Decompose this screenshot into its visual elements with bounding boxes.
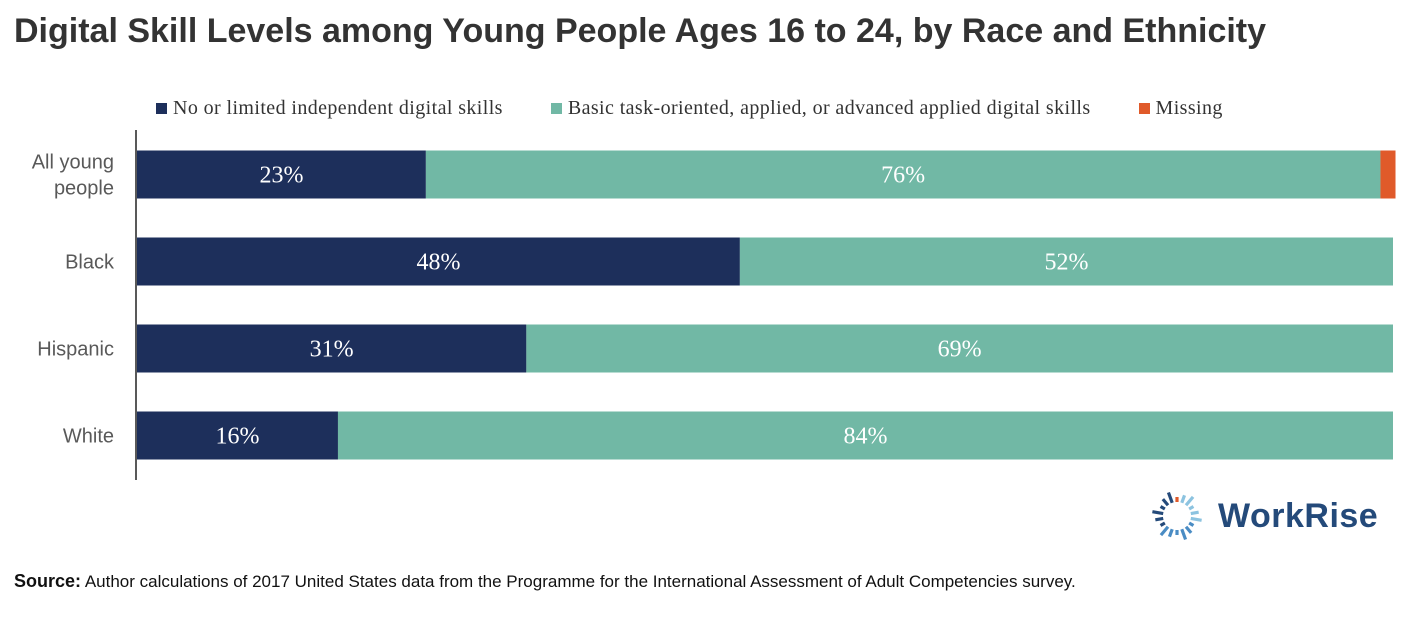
logo-ray (1184, 495, 1195, 507)
bar-segment (137, 411, 338, 460)
logo-ray (1167, 528, 1174, 538)
logo-ray (1190, 516, 1202, 522)
legend-label-missing: Missing (1155, 96, 1223, 119)
logo-ray (1188, 505, 1195, 511)
bar-segment (739, 237, 1393, 286)
logo-ray (1180, 494, 1187, 504)
bar-data-label: 23% (259, 163, 303, 189)
bar-data-label: 52% (1044, 250, 1088, 276)
category-label: Hispanic (37, 339, 114, 361)
legend-item-missing: Missing (1138, 96, 1223, 120)
logo-ray (1188, 521, 1195, 527)
logo-ray (1159, 505, 1166, 511)
workrise-logo: WorkRise (1148, 487, 1378, 545)
category-label: All young people (32, 152, 114, 200)
legend-label-no-limited: No or limited independent digital skills (173, 96, 503, 119)
legend-item-basic: Basic task-oriented, applied, or advance… (550, 96, 1091, 120)
bar-data-label: 48% (416, 250, 460, 276)
workrise-sunburst-icon (1152, 491, 1202, 541)
bar-data-label: 69% (938, 337, 982, 363)
stacked-bar-chart: All young people 23% 76% Black 48% 52% Hispanic… (32, 130, 1396, 480)
legend-item-no-limited: No or limited independent digital skills (156, 97, 503, 120)
category-label: White (63, 426, 114, 448)
logo-ray (1166, 491, 1174, 504)
bar-data-label: 76% (881, 163, 925, 189)
legend-swatch-missing (1138, 102, 1150, 114)
bar-segment (1380, 150, 1396, 199)
logo-ray (1180, 528, 1188, 541)
bar-data-label: 31% (310, 337, 354, 363)
chart-title: Digital Skill Levels among Young People … (14, 12, 1267, 50)
bar-data-label: 16% (215, 424, 259, 450)
source-note: Source: Author calculations of 2017 Unit… (14, 569, 1114, 594)
source-text: Author calculations of 2017 United State… (84, 572, 1076, 591)
bar-segment (425, 150, 1381, 199)
legend-swatch-no-limited (156, 102, 167, 114)
logo-ray (1159, 525, 1170, 537)
bar-data-label: 84% (843, 424, 887, 450)
chart-legend: No or limited independent digital skills… (156, 96, 1223, 120)
bar-segment (526, 324, 1393, 373)
category-label: Black (65, 252, 115, 274)
source-label: Source: (14, 571, 82, 591)
bar-segment (337, 411, 1394, 460)
logo-ray (1159, 521, 1166, 527)
logo-ray (1155, 516, 1164, 522)
logo-ray (1152, 510, 1164, 516)
bar-segment (137, 150, 426, 199)
bar-segment (137, 237, 740, 286)
legend-label-basic: Basic task-oriented, applied, or advance… (567, 96, 1091, 119)
logo-ray (1161, 498, 1170, 507)
bar-segment (137, 324, 527, 373)
logo-ray (1184, 525, 1193, 534)
logo-wordmark: WorkRise (1218, 496, 1379, 535)
logo-ray (1190, 510, 1199, 516)
legend-swatch-basic (550, 102, 562, 114)
